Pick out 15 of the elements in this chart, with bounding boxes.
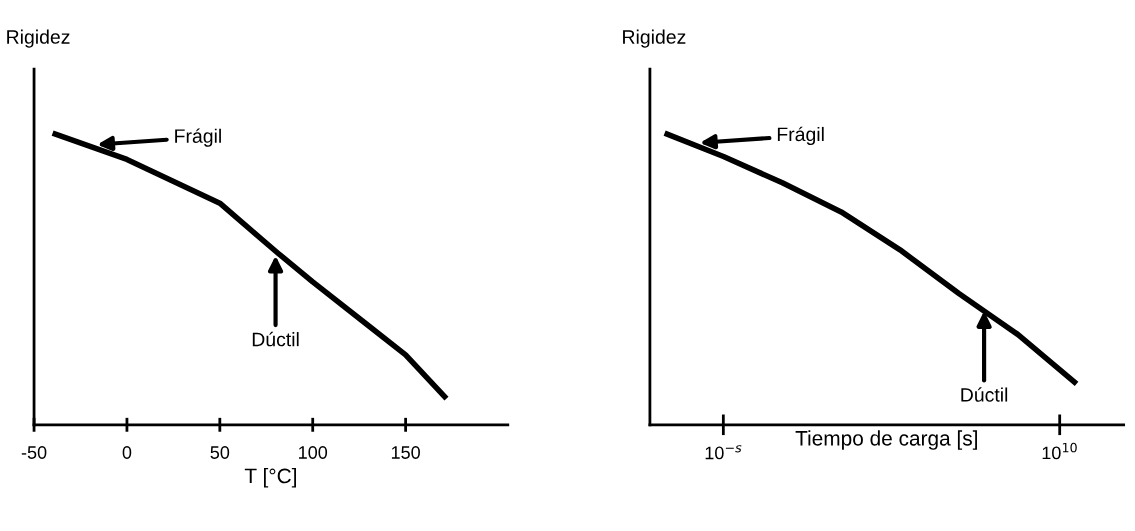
x-tick-label: 50 <box>210 446 230 459</box>
y-axis-title: Rigidez <box>7 29 70 48</box>
x-tick-label: 100 <box>299 446 328 459</box>
annotation: Dúctil <box>252 331 299 347</box>
x-axis-title: Tiempo de carga [s] <box>795 430 977 450</box>
annotation: Dúctil <box>961 387 1008 402</box>
text: 10$^{10}$ <box>1042 442 1077 460</box>
x-axis-title: T [°C] <box>244 468 296 488</box>
annotation: Frágil <box>175 128 221 147</box>
x-tick-label: 150 <box>391 446 420 459</box>
y-axis-title: Rigidez <box>623 29 686 48</box>
annotation: Frágil <box>777 126 824 146</box>
x-tick-label: -50 <box>21 446 47 459</box>
x-tick-label: 0 <box>122 446 132 459</box>
text: 10$^{−s}$ <box>705 445 742 460</box>
